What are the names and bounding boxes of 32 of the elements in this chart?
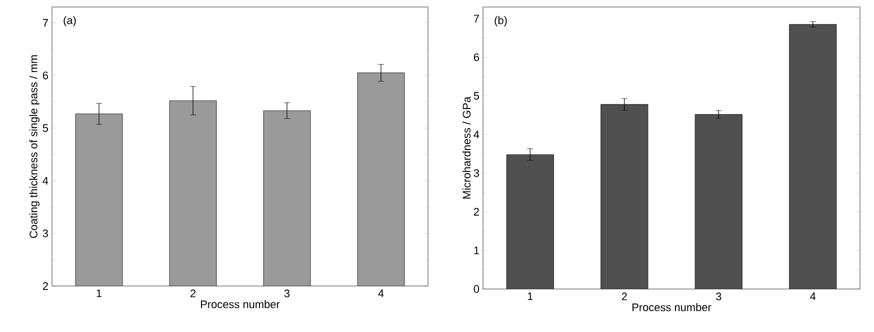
y-axis-title: Coating thickness of single pass / mm xyxy=(29,55,40,238)
y-tick-label: 2 xyxy=(474,208,479,216)
y-tick-label: 3 xyxy=(42,229,48,238)
y-tick-label: 6 xyxy=(42,72,48,80)
y-tick-label: 7 xyxy=(42,19,48,27)
y-tick-label: 5 xyxy=(42,124,48,132)
x-axis-title: Process number xyxy=(201,300,280,308)
x-tick-label: 4 xyxy=(810,292,816,300)
x-tick-label: 2 xyxy=(622,292,627,300)
y-tick-label: 6 xyxy=(474,53,479,62)
y-tick-label: 4 xyxy=(474,130,480,138)
x-tick-label: 2 xyxy=(190,290,196,298)
bar xyxy=(506,154,554,289)
bar xyxy=(600,104,648,289)
x-tick-label: 1 xyxy=(528,292,533,300)
y-tick-label: 1 xyxy=(474,246,479,254)
y-tick-label: 5 xyxy=(474,92,480,100)
x-axis-title: Process number xyxy=(632,303,712,312)
y-tick-label: 2 xyxy=(42,282,48,290)
y-tick-label: 7 xyxy=(474,14,479,22)
bar xyxy=(789,24,837,289)
y-tick-label: 0 xyxy=(474,285,480,293)
annotation: (b) xyxy=(494,16,507,26)
x-tick-label: 3 xyxy=(284,290,290,298)
x-tick-label: 4 xyxy=(378,290,384,298)
bar xyxy=(694,114,742,289)
y-tick-label: 4 xyxy=(42,176,48,184)
x-tick-label: 3 xyxy=(716,292,722,300)
x-tick-label: 1 xyxy=(96,290,102,298)
y-tick-label: 3 xyxy=(474,169,479,177)
y-axis-title: Microhardness / GPa xyxy=(462,96,471,199)
annotation: (a) xyxy=(64,16,76,26)
